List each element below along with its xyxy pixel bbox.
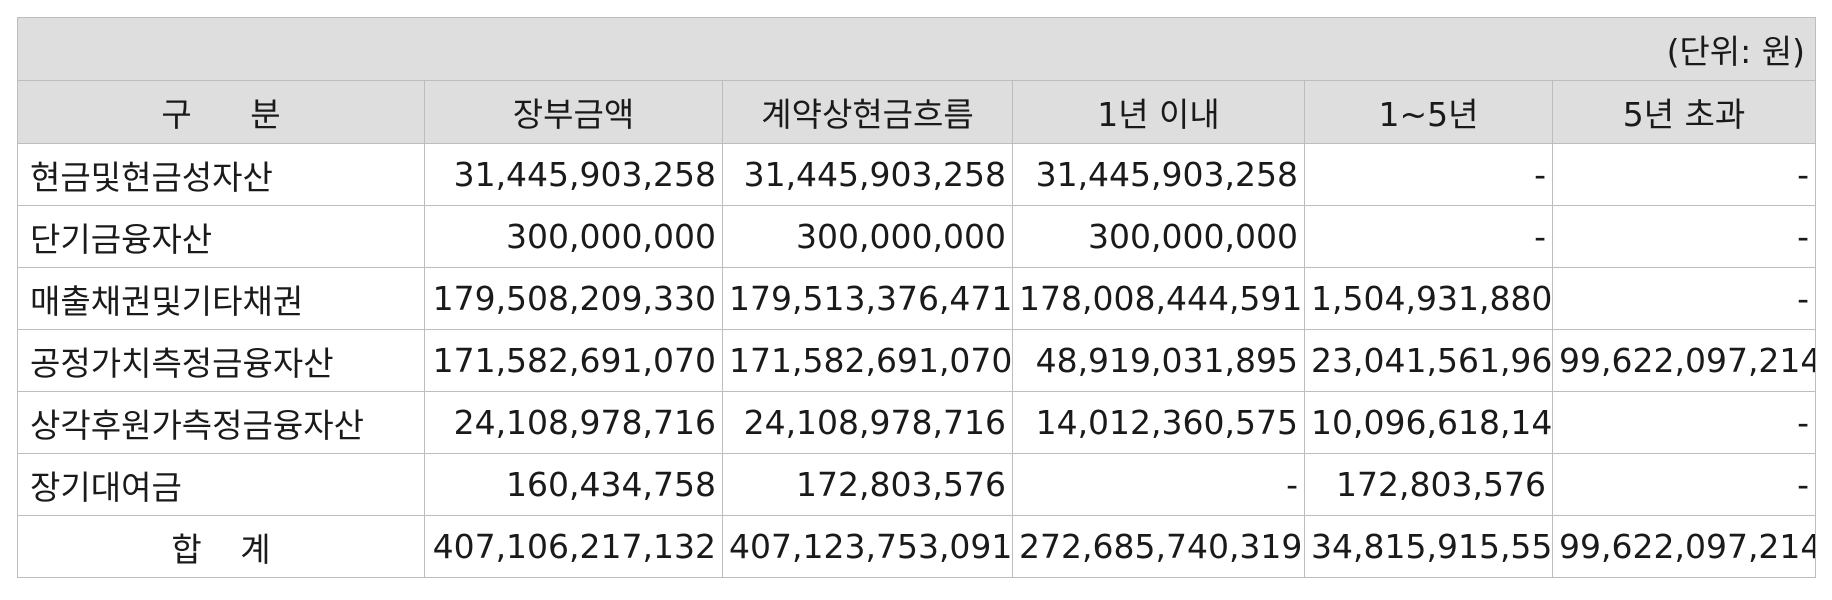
row-label: 장기대여금 (17, 453, 425, 516)
cell-contractual-cash-flow: 300,000,000 (722, 205, 1013, 268)
row-label: 상각후원가측정금융자산 (17, 391, 425, 454)
column-header: 1년 이내 (1012, 80, 1305, 144)
cell-1-to-5-years: 172,803,576 (1304, 453, 1553, 516)
financial-asset-maturity-table: (단위: 원) 구 분 장부금액 계약상현금흐름 1년 이내 1~5년 5년 초… (17, 17, 1816, 578)
column-header: 계약상현금흐름 (722, 80, 1013, 144)
cell-within-1-year: - (1012, 453, 1305, 516)
cell-1-to-5-years: - (1304, 205, 1553, 268)
table-row: 현금및현금성자산 31,445,903,258 31,445,903,258 3… (17, 143, 1816, 206)
cell-book-value: 179,508,209,330 (424, 267, 723, 330)
cell-contractual-cash-flow: 24,108,978,716 (722, 391, 1013, 454)
cell-book-value: 300,000,000 (424, 205, 723, 268)
total-book-value: 407,106,217,132 (424, 515, 723, 578)
row-label: 현금및현금성자산 (17, 143, 425, 206)
total-label: 합 계 (17, 515, 425, 578)
total-row: 합 계 407,106,217,132 407,123,753,091 272,… (17, 515, 1816, 578)
cell-over-5-years: - (1552, 267, 1816, 330)
cell-contractual-cash-flow: 171,582,691,070 (722, 329, 1013, 392)
cell-over-5-years: - (1552, 391, 1816, 454)
column-header: 장부금액 (424, 80, 723, 144)
cell-contractual-cash-flow: 172,803,576 (722, 453, 1013, 516)
cell-over-5-years: 99,622,097,214 (1552, 329, 1816, 392)
cell-over-5-years: - (1552, 143, 1816, 206)
cell-1-to-5-years: - (1304, 143, 1553, 206)
cell-1-to-5-years: 23,041,561,961 (1304, 329, 1553, 392)
row-label: 매출채권및기타채권 (17, 267, 425, 330)
total-within-1-year: 272,685,740,319 (1012, 515, 1305, 578)
cell-within-1-year: 48,919,031,895 (1012, 329, 1305, 392)
unit-note: (단위: 원) (17, 17, 1816, 81)
financial-asset-table-container: (단위: 원) 구 분 장부금액 계약상현금흐름 1년 이내 1~5년 5년 초… (17, 17, 1816, 578)
cell-over-5-years: - (1552, 453, 1816, 516)
total-contractual-cash-flow: 407,123,753,091 (722, 515, 1013, 578)
cell-book-value: 160,434,758 (424, 453, 723, 516)
table-row: 단기금융자산 300,000,000 300,000,000 300,000,0… (17, 205, 1816, 268)
column-header: 1~5년 (1304, 80, 1553, 144)
cell-within-1-year: 14,012,360,575 (1012, 391, 1305, 454)
table-row: 상각후원가측정금융자산 24,108,978,716 24,108,978,71… (17, 391, 1816, 454)
table-row: 매출채권및기타채권 179,508,209,330 179,513,376,47… (17, 267, 1816, 330)
cell-contractual-cash-flow: 31,445,903,258 (722, 143, 1013, 206)
column-header: 구 분 (17, 80, 425, 144)
cell-over-5-years: - (1552, 205, 1816, 268)
cell-1-to-5-years: 1,504,931,880 (1304, 267, 1553, 330)
row-label: 공정가치측정금융자산 (17, 329, 425, 392)
cell-1-to-5-years: 10,096,618,141 (1304, 391, 1553, 454)
cell-book-value: 24,108,978,716 (424, 391, 723, 454)
total-1-to-5-years: 34,815,915,558 (1304, 515, 1553, 578)
cell-contractual-cash-flow: 179,513,376,471 (722, 267, 1013, 330)
cell-within-1-year: 178,008,444,591 (1012, 267, 1305, 330)
table-row: 공정가치측정금융자산 171,582,691,070 171,582,691,0… (17, 329, 1816, 392)
column-header: 5년 초과 (1552, 80, 1816, 144)
cell-book-value: 171,582,691,070 (424, 329, 723, 392)
total-over-5-years: 99,622,097,214 (1552, 515, 1816, 578)
row-label: 단기금융자산 (17, 205, 425, 268)
header-row: 구 분 장부금액 계약상현금흐름 1년 이내 1~5년 5년 초과 (17, 80, 1816, 144)
cell-book-value: 31,445,903,258 (424, 143, 723, 206)
table-row: 장기대여금 160,434,758 172,803,576 - 172,803,… (17, 453, 1816, 516)
unit-row: (단위: 원) (17, 17, 1816, 81)
cell-within-1-year: 31,445,903,258 (1012, 143, 1305, 206)
cell-within-1-year: 300,000,000 (1012, 205, 1305, 268)
